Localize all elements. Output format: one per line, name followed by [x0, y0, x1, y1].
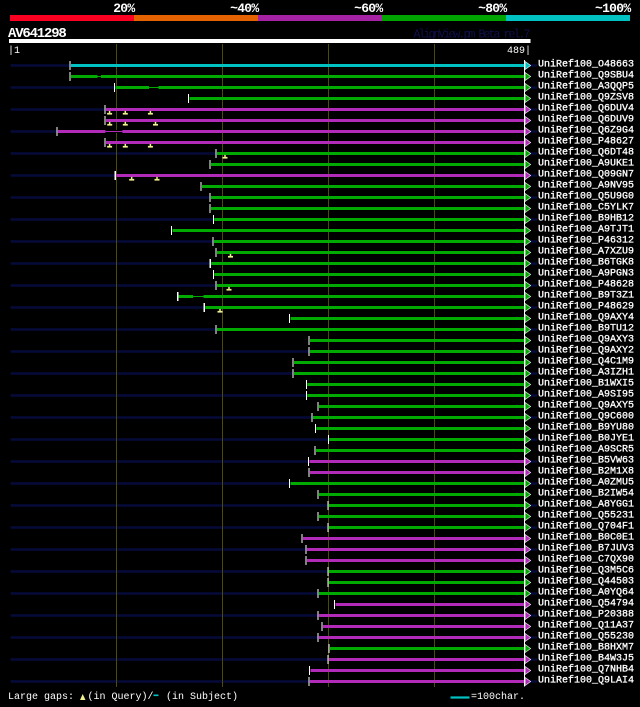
svg-text:UniRef100_B9YU80: UniRef100_B9YU80	[538, 422, 634, 434]
svg-text:UniRef100_C7QX90: UniRef100_C7QX90	[538, 554, 634, 566]
svg-text:UniRef100_B2M1X8: UniRef100_B2M1X8	[538, 466, 634, 478]
svg-text:UniRef100_A9TJT1: UniRef100_A9TJT1	[538, 224, 634, 236]
svg-text:UniRef100_B2IW54: UniRef100_B2IW54	[538, 488, 634, 500]
svg-text:UniRef100_B9HB12: UniRef100_B9HB12	[538, 213, 634, 225]
svg-text:UniRef100_Q5U9G0: UniRef100_Q5U9G0	[538, 191, 634, 203]
svg-text:UniRef100_B0JYE1: UniRef100_B0JYE1	[538, 433, 634, 445]
svg-text:UniRef100_Q6Z9G4: UniRef100_Q6Z9G4	[538, 125, 634, 137]
svg-text:UniRef100_Q9AXY2: UniRef100_Q9AXY2	[538, 345, 634, 357]
svg-text:AlignView.pm Beta rel.7: AlignView.pm Beta rel.7	[414, 29, 530, 42]
svg-text:UniRef100_P48627: UniRef100_P48627	[538, 136, 634, 148]
svg-text:UniRef100_Q9LAI4: UniRef100_Q9LAI4	[538, 675, 634, 687]
svg-text:UniRef100_Q54794: UniRef100_Q54794	[538, 598, 634, 610]
svg-text:UniRef100_B9T3Z1: UniRef100_B9T3Z1	[538, 290, 634, 302]
svg-text:UniRef100_B4W3J5: UniRef100_B4W3J5	[538, 653, 634, 665]
svg-text:UniRef100_Q44503: UniRef100_Q44503	[538, 576, 634, 588]
svg-text:UniRef100_O48663: UniRef100_O48663	[538, 59, 634, 71]
svg-text:UniRef100_A3QQP5: UniRef100_A3QQP5	[538, 81, 634, 93]
svg-text:UniRef100_Q3M5C6: UniRef100_Q3M5C6	[538, 565, 634, 577]
svg-text:UniRef100_B0C0E1: UniRef100_B0C0E1	[538, 532, 634, 544]
svg-text:AV641298: AV641298	[8, 26, 66, 42]
svg-text:UniRef100_A8YGG1: UniRef100_A8YGG1	[538, 499, 634, 511]
svg-text:|1: |1	[8, 45, 20, 57]
svg-text:UniRef100_Q4C1M9: UniRef100_Q4C1M9	[538, 356, 634, 368]
svg-text:~80%: ~80%	[478, 1, 507, 16]
svg-text:UniRef100_Q55231: UniRef100_Q55231	[538, 510, 634, 522]
svg-text:UniRef100_B8HXM7: UniRef100_B8HXM7	[538, 642, 634, 654]
svg-text:UniRef100_Q6DUV9: UniRef100_Q6DUV9	[538, 114, 634, 126]
svg-text:UniRef100_A7XZU9: UniRef100_A7XZU9	[538, 246, 634, 258]
svg-text:UniRef100_Q9SBU4: UniRef100_Q9SBU4	[538, 70, 634, 82]
svg-text:UniRef100_A0ZMU5: UniRef100_A0ZMU5	[538, 477, 634, 489]
svg-text:Large gaps:: Large gaps:	[8, 692, 74, 703]
svg-text:UniRef100_Q55230: UniRef100_Q55230	[538, 631, 634, 643]
svg-text:UniRef100_P48628: UniRef100_P48628	[538, 279, 634, 291]
svg-text:UniRef100_Q09GN7: UniRef100_Q09GN7	[538, 169, 634, 181]
svg-text:UniRef100_B6TGK8: UniRef100_B6TGK8	[538, 257, 634, 269]
svg-text:UniRef100_A9NV95: UniRef100_A9NV95	[538, 180, 634, 192]
svg-text:UniRef100_B7JUV3: UniRef100_B7JUV3	[538, 543, 634, 555]
svg-text:UniRef100_Q9C600: UniRef100_Q9C600	[538, 411, 634, 423]
svg-text:UniRef100_C5YLK7: UniRef100_C5YLK7	[538, 202, 634, 214]
svg-text:UniRef100_Q6DUV4: UniRef100_Q6DUV4	[538, 103, 634, 115]
svg-text:UniRef100_Q6DT48: UniRef100_Q6DT48	[538, 147, 634, 159]
svg-text:(in Query)/: (in Query)/	[88, 691, 154, 703]
svg-text:UniRef100_Q11A37: UniRef100_Q11A37	[538, 620, 634, 632]
svg-text:489|: 489|	[507, 45, 531, 57]
svg-text:=100char.: =100char.	[471, 691, 525, 703]
svg-text:UniRef100_Q9AXY5: UniRef100_Q9AXY5	[538, 400, 634, 412]
svg-text:UniRef100_P48629: UniRef100_P48629	[538, 301, 634, 313]
svg-text:UniRef100_A9UKE1: UniRef100_A9UKE1	[538, 158, 634, 170]
svg-text:(in Subject): (in Subject)	[166, 691, 238, 703]
svg-text:UniRef100_Q9AXY3: UniRef100_Q9AXY3	[538, 334, 634, 346]
svg-text:UniRef100_A0YQ64: UniRef100_A0YQ64	[538, 587, 634, 599]
svg-text:UniRef100_Q7NHB4: UniRef100_Q7NHB4	[538, 664, 634, 676]
svg-text:UniRef100_A3IZH1: UniRef100_A3IZH1	[538, 367, 634, 379]
svg-text:UniRef100_B5VW63: UniRef100_B5VW63	[538, 455, 634, 467]
svg-text:UniRef100_B9TU12: UniRef100_B9TU12	[538, 323, 634, 335]
svg-text:UniRef100_P46312: UniRef100_P46312	[538, 235, 634, 247]
svg-text:UniRef100_A9SCR5: UniRef100_A9SCR5	[538, 444, 634, 456]
svg-text:UniRef100_Q704F1: UniRef100_Q704F1	[538, 521, 634, 533]
svg-text:UniRef100_A9SI95: UniRef100_A9SI95	[538, 389, 634, 401]
svg-text:~100%: ~100%	[595, 1, 631, 16]
svg-text:~40%: ~40%	[230, 1, 259, 16]
svg-text:20%: 20%	[113, 1, 135, 16]
svg-text:UniRef100_A9PGN3: UniRef100_A9PGN3	[538, 268, 634, 280]
svg-text:UniRef100_Q9ZSV8: UniRef100_Q9ZSV8	[538, 92, 634, 104]
svg-text:~60%: ~60%	[354, 1, 383, 16]
svg-text:UniRef100_Q9AXY4: UniRef100_Q9AXY4	[538, 312, 634, 324]
svg-text:UniRef100_P20388: UniRef100_P20388	[538, 609, 634, 621]
svg-text:UniRef100_B1WXI5: UniRef100_B1WXI5	[538, 378, 634, 390]
